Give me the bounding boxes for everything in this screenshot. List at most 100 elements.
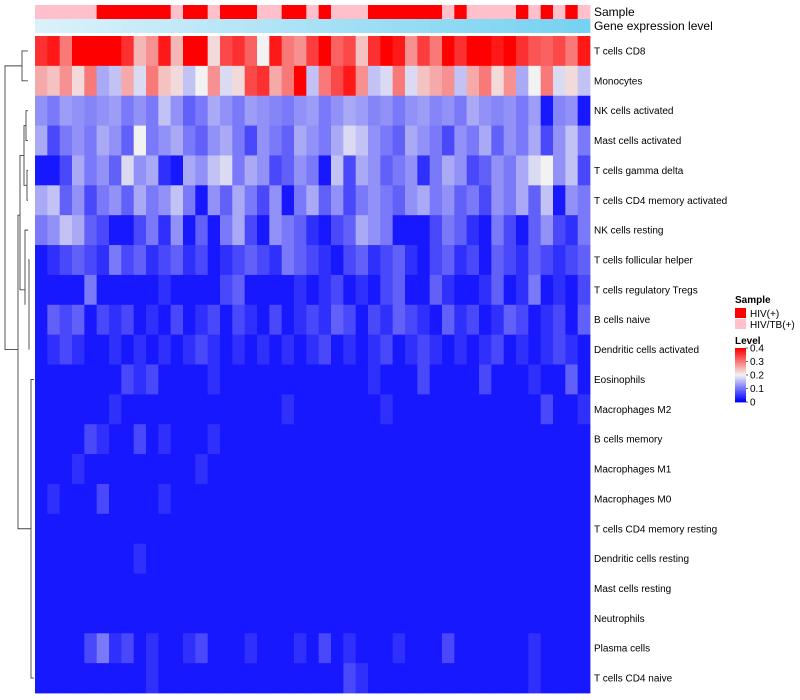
heatmap-cell: [244, 483, 258, 515]
heatmap-cell: [516, 424, 529, 455]
heatmap-cell: [146, 304, 159, 336]
heatmap-cell: [72, 454, 85, 485]
level-annotation-cell: [35, 19, 48, 33]
heatmap-cell: [109, 125, 122, 156]
heatmap-cell: [146, 36, 159, 67]
heatmap-cell: [72, 36, 85, 67]
heatmap-cell: [540, 663, 554, 694]
heatmap-cell: [429, 543, 443, 574]
heatmap-cell: [503, 334, 517, 365]
heatmap-cell: [503, 125, 517, 156]
level-annotation-cell: [170, 19, 184, 33]
sample-annotation-cell: [306, 5, 320, 19]
heatmap-cell: [257, 36, 270, 67]
heatmap-cell: [479, 36, 492, 67]
heatmap-cell: [146, 543, 159, 574]
heatmap-cell: [72, 304, 85, 336]
heatmap-cell: [565, 603, 579, 634]
heatmap-cell: [380, 663, 394, 694]
heatmap-cell: [318, 394, 332, 425]
heatmap-cell: [35, 513, 48, 545]
colorbar-segment: [735, 356, 746, 358]
heatmap-cell: [565, 65, 579, 97]
heatmap-cell: [47, 36, 61, 67]
heatmap-cell: [195, 663, 209, 694]
heatmap-cell: [207, 424, 221, 455]
heatmap-cell: [96, 454, 110, 485]
heatmap-cell: [331, 155, 344, 186]
heatmap-cell: [540, 633, 554, 664]
heatmap-cell: [72, 95, 85, 126]
heatmap-cell: [392, 663, 406, 694]
level-annotation-cell: [195, 19, 209, 33]
heatmap-cell: [355, 125, 369, 156]
heatmap-cell: [121, 543, 135, 574]
heatmap-cell: [220, 245, 233, 276]
heatmap-cell: [244, 185, 258, 216]
heatmap-cell: [343, 65, 357, 97]
heatmap-cell: [232, 543, 246, 574]
heatmap-cell: [109, 543, 122, 574]
heatmap-cell: [281, 185, 295, 216]
heatmap-cell: [170, 513, 184, 545]
heatmap-cell: [318, 245, 332, 276]
heatmap-cell: [257, 125, 270, 156]
heatmap-cell: [59, 573, 73, 604]
heatmap-cell: [318, 36, 332, 67]
heatmap-cell: [257, 663, 270, 694]
heatmap-cell: [84, 185, 98, 216]
heatmap-cell: [281, 364, 295, 395]
heatmap-cell: [195, 36, 209, 67]
heatmap-cell: [109, 304, 122, 336]
heatmap-cell: [109, 215, 122, 246]
heatmap-cell: [491, 185, 505, 216]
heatmap-cell: [392, 543, 406, 574]
heatmap-cell: [59, 663, 73, 694]
heatmap-cell: [72, 274, 85, 306]
heatmap-cell: [47, 454, 61, 485]
heatmap-cell: [306, 603, 320, 634]
heatmap-cell: [35, 483, 48, 515]
heatmap-cell: [269, 543, 283, 574]
heatmap-cell: [220, 215, 233, 246]
heatmap-cell: [429, 304, 443, 336]
heatmap-cell: [318, 364, 332, 395]
heatmap-cell: [170, 483, 184, 515]
heatmap-cell: [417, 513, 431, 545]
heatmap-cell: [244, 424, 258, 455]
annotation-label-sample: Sample: [594, 5, 635, 19]
heatmap-cell: [269, 663, 283, 694]
heatmap-cell: [72, 155, 85, 186]
colorbar-segment: [735, 361, 746, 364]
level-annotation-cell: [318, 19, 332, 33]
heatmap-cell: [577, 663, 591, 694]
heatmap-cell: [565, 573, 579, 604]
heatmap-cell: [491, 245, 505, 276]
heatmap-cell: [368, 125, 381, 156]
heatmap-cell: [429, 274, 443, 306]
heatmap-cell: [503, 245, 517, 276]
level-annotation-cell: [491, 19, 505, 33]
heatmap-cell: [269, 245, 283, 276]
heatmap-cell: [577, 274, 591, 306]
heatmap-cell: [577, 334, 591, 365]
heatmap-cell: [109, 155, 122, 186]
heatmap-cell: [466, 543, 480, 574]
heatmap-cell: [207, 483, 221, 515]
heatmap-cell: [565, 155, 579, 186]
heatmap-cell: [109, 65, 122, 97]
heatmap-cells: [35, 36, 591, 694]
sample-annotation-cell: [121, 5, 135, 19]
heatmap-cell: [121, 274, 135, 306]
heatmap-cell: [35, 155, 48, 186]
heatmap-cell: [392, 185, 406, 216]
heatmap-cell: [306, 155, 320, 186]
heatmap-cell: [59, 424, 73, 455]
heatmap-cell: [368, 424, 381, 455]
heatmap-cell: [540, 424, 554, 455]
heatmap-cell: [405, 483, 418, 515]
heatmap-cell: [355, 155, 369, 186]
legend-level-colorbar: [735, 348, 746, 403]
colorbar-tick-label: 0.3: [750, 357, 764, 368]
heatmap-cell: [232, 185, 246, 216]
